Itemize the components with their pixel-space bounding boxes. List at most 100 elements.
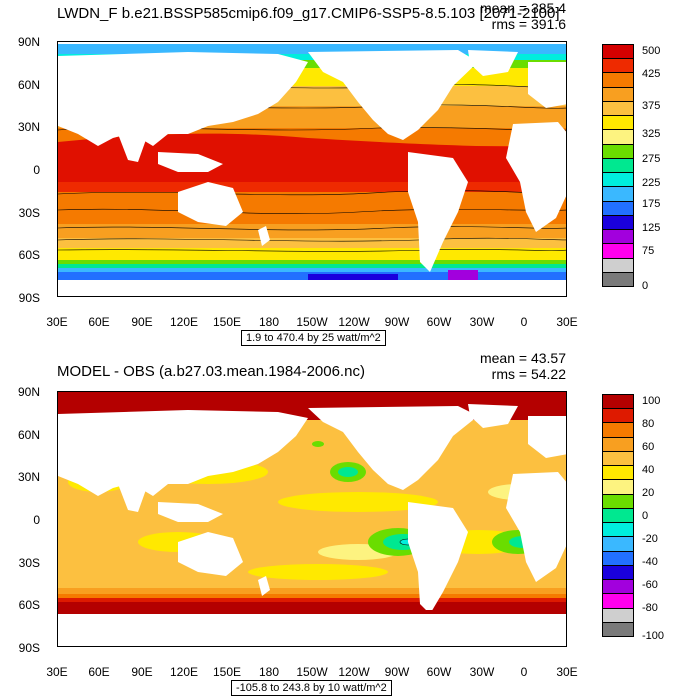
rms-value: rms = 54.22 <box>491 366 566 382</box>
lon-label: 60E <box>88 665 110 679</box>
colorbar-segment <box>602 550 634 566</box>
lon-label: 90E <box>131 665 153 679</box>
panel-title: LWDN_F b.e21.BSSP585cmip6.f09_g17.CMIP6-… <box>57 5 560 22</box>
colorbar-segment <box>602 271 634 287</box>
lon-label: 90W <box>384 665 410 679</box>
colorbar-label: 40 <box>642 464 655 476</box>
colorbar-segment <box>602 186 634 202</box>
lon-label: 90E <box>131 315 153 329</box>
colorbar-label: 125 <box>642 222 661 234</box>
lon-label: 30E <box>46 315 68 329</box>
bottom-panel: MODEL - OBS (a.b27.03.mean.1984-2006.nc)… <box>0 350 700 700</box>
lon-label: 30W <box>469 665 495 679</box>
colorbar-segment <box>602 536 634 552</box>
colorbar-segment <box>602 436 634 452</box>
lon-label: 120W <box>338 315 370 329</box>
colorbar-label: 100 <box>642 395 661 407</box>
colorbar-segment <box>602 522 634 538</box>
colorbar-segment <box>602 58 634 74</box>
mean-value: mean = 385.4 <box>479 0 566 16</box>
lat-label: 0 <box>33 163 40 177</box>
lat-label: 30S <box>18 556 40 570</box>
lon-label: 150E <box>212 665 242 679</box>
colorbar-label: 60 <box>642 441 655 453</box>
lon-label: 90W <box>384 315 410 329</box>
colorbar-segment <box>602 200 634 216</box>
lon-label: 120E <box>169 315 199 329</box>
colorbar-segment <box>602 172 634 188</box>
colorbar-segment <box>602 408 634 424</box>
lat-label: 90N <box>17 385 40 399</box>
map-plot <box>57 41 567 297</box>
colorbar-label: 0 <box>642 510 649 522</box>
lon-label: 60E <box>88 315 110 329</box>
lon-label: 30E <box>556 315 578 329</box>
lon-label: 120W <box>338 665 370 679</box>
mean-value: mean = 43.57 <box>479 350 566 366</box>
colorbar-segment <box>602 507 634 524</box>
rms-value: rms = 391.6 <box>491 16 566 32</box>
lon-label: 150W <box>296 315 328 329</box>
lat-label: 60S <box>18 248 40 262</box>
colorbar-segment <box>602 86 634 102</box>
colorbar-label: 175 <box>642 198 661 210</box>
colorbar-segment <box>602 422 634 438</box>
colorbar-label: 80 <box>642 418 655 430</box>
lon-label: 30E <box>46 665 68 679</box>
colorbar-segment <box>602 44 634 60</box>
lon-label: 30W <box>469 315 495 329</box>
colorbar-segment <box>602 115 634 131</box>
top-panel: LWDN_F b.e21.BSSP585cmip6.f09_g17.CMIP6-… <box>17 0 661 346</box>
lat-label: 0 <box>33 513 40 527</box>
lon-label: 0 <box>520 315 528 329</box>
lat-label: 30S <box>18 206 40 220</box>
lat-label: 30N <box>17 470 40 484</box>
colorbar <box>602 44 634 287</box>
colorbar-segment <box>602 100 634 117</box>
colorbar-label: -60 <box>642 579 658 591</box>
colorbar-label: -20 <box>642 533 658 545</box>
colorbar-segment <box>602 607 634 623</box>
lat-label: 90S <box>18 291 40 305</box>
panel-title: MODEL - OBS (a.b27.03.mean.1984-2006.nc) <box>57 363 365 380</box>
lon-label: 30E <box>556 665 578 679</box>
colorbar-label: 20 <box>642 487 655 499</box>
colorbar-label: 0 <box>642 280 649 292</box>
colorbar-label: 325 <box>642 128 661 140</box>
lat-label: 60N <box>17 78 40 92</box>
colorbar-label: 375 <box>642 100 661 112</box>
colorbar-segment <box>602 579 634 595</box>
colorbar-label: 425 <box>642 68 661 80</box>
colorbar-segment <box>602 129 634 145</box>
lon-label: 150W <box>296 665 328 679</box>
lon-label: 180 <box>258 315 280 329</box>
lon-label: 60W <box>426 315 452 329</box>
colorbar-segment <box>602 593 634 609</box>
lat-label: 60N <box>17 428 40 442</box>
colorbar-label: -100 <box>642 630 665 642</box>
colorbar-segment <box>602 493 634 509</box>
colorbar-label: 225 <box>642 177 661 189</box>
colorbar-segment <box>602 229 634 245</box>
colorbar-label: -80 <box>642 602 658 614</box>
colorbar-segment <box>602 143 634 159</box>
lat-label: 90N <box>17 35 40 49</box>
colorbar-segment <box>602 564 634 581</box>
colorbar-segment <box>602 157 634 174</box>
colorbar-label: -40 <box>642 556 658 568</box>
colorbar-segment <box>602 450 634 467</box>
lon-label: 60W <box>426 665 452 679</box>
colorbar-segment <box>602 214 634 231</box>
colorbar <box>602 394 634 637</box>
colorbar-segment <box>602 394 634 410</box>
colorbar-label: 500 <box>642 45 661 57</box>
colorbar-label: 75 <box>642 245 655 257</box>
map-plot <box>57 391 567 647</box>
lon-label: 120E <box>169 665 199 679</box>
lon-label: 0 <box>520 665 528 679</box>
lon-label: 180 <box>258 665 280 679</box>
colorbar-segment <box>602 243 634 259</box>
lat-label: 30N <box>17 120 40 134</box>
colorbar-label: 275 <box>642 153 661 165</box>
colorbar-segment <box>602 257 634 273</box>
